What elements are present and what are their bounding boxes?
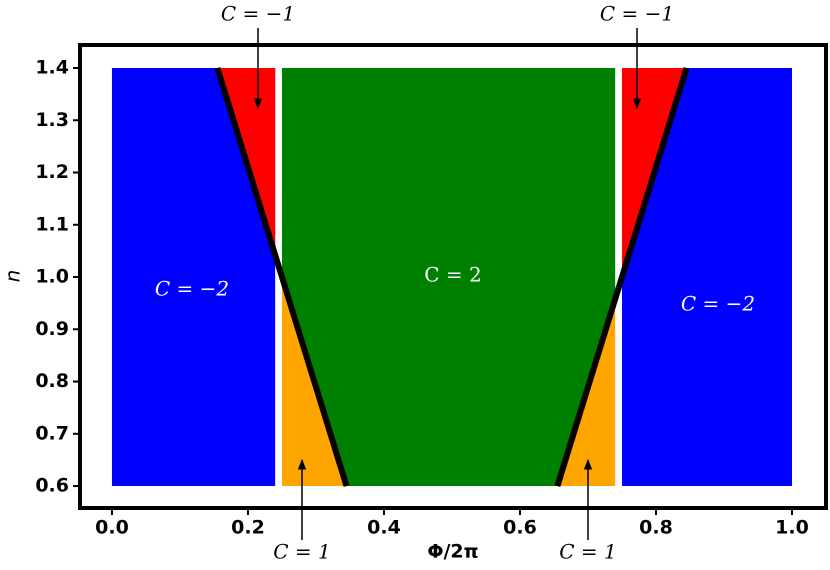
x-tick-label: 0.2: [231, 517, 265, 539]
annotation: C = 1: [559, 540, 617, 564]
x-tick-label: 0.0: [95, 517, 129, 539]
x-tick-label: 0.4: [367, 517, 401, 539]
phase-region: [281, 67, 616, 487]
x-axis-label: Φ/2π: [427, 541, 478, 563]
y-axis-label: n: [1, 270, 25, 283]
annotation: C = −1: [600, 2, 674, 26]
phase-boundary: [554, 67, 690, 487]
phase-region: [111, 67, 276, 487]
region-label: C = −2: [155, 277, 229, 301]
phase-region: [621, 67, 792, 487]
region-label: C = −2: [681, 292, 755, 316]
y-tick-label: 0.9: [35, 318, 69, 340]
annotation: C = 1: [273, 540, 331, 564]
region-label: C = 2: [424, 263, 482, 287]
y-tick-label: 1.4: [35, 56, 69, 78]
phase-boundary: [214, 67, 350, 487]
x-tick-label: 0.6: [503, 517, 537, 539]
y-tick-label: 0.8: [35, 370, 69, 392]
x-tick-label: 1.0: [775, 517, 809, 539]
y-tick-label: 1.3: [35, 109, 69, 131]
y-tick-label: 0.6: [35, 475, 69, 497]
y-tick-label: 1.0: [35, 266, 69, 288]
x-tick-label: 0.8: [639, 517, 673, 539]
y-tick-label: 1.1: [35, 213, 69, 235]
annotation: C = −1: [221, 2, 295, 26]
y-tick-label: 0.7: [35, 422, 69, 444]
y-tick-label: 1.2: [35, 161, 69, 183]
plot-frame: [78, 43, 828, 510]
